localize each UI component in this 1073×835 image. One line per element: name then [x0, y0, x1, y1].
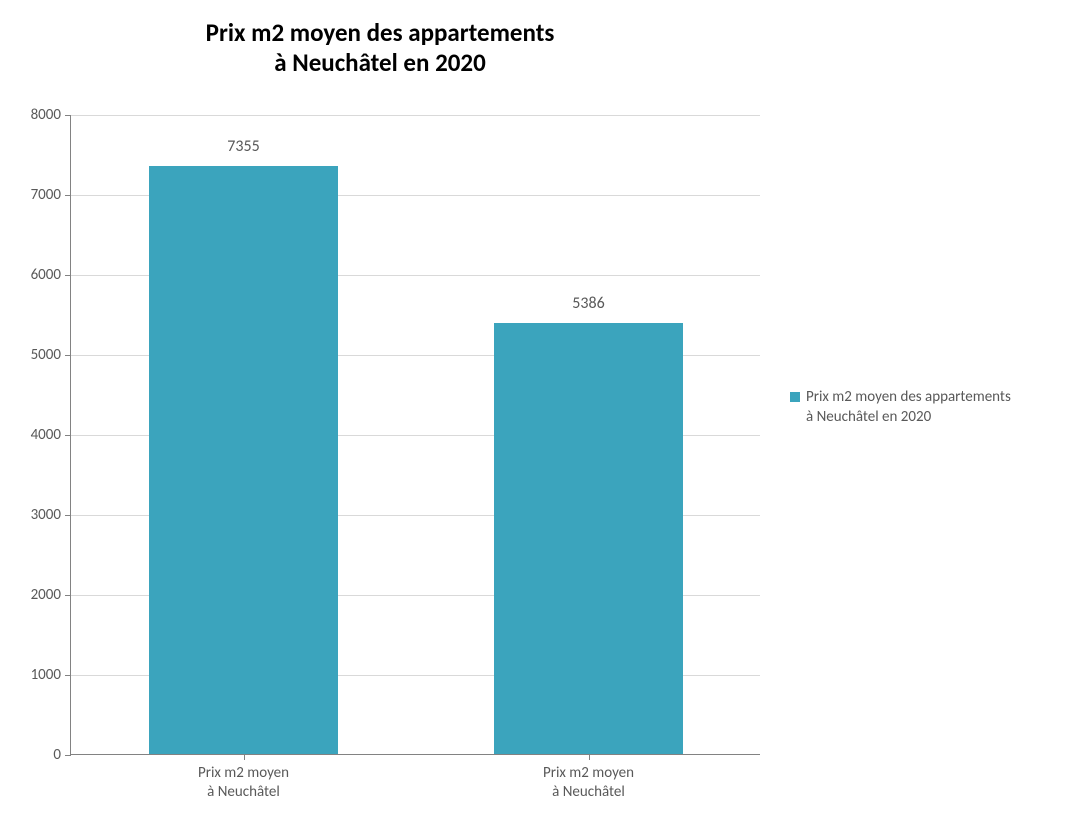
y-tick-label: 0 [53, 746, 71, 764]
y-tick-label: 7000 [31, 186, 71, 204]
chart-title-line1: Prix m2 moyen des appartements [206, 17, 555, 48]
chart-title-line2: à Neuchâtel en 2020 [274, 47, 486, 78]
y-tick-label: 5000 [31, 346, 71, 364]
bar: 7355 [149, 166, 339, 754]
legend-text: Prix m2 moyen des appartements à Neuchât… [806, 388, 1011, 427]
legend-swatch [790, 392, 800, 402]
bar-chart: Prix m2 moyen des appartements à Neuchât… [0, 0, 1073, 835]
bar-value-label: 5386 [572, 294, 604, 323]
bar: 5386 [494, 323, 684, 754]
y-tick-label: 3000 [31, 506, 71, 524]
chart-title: Prix m2 moyen des appartements à Neuchât… [0, 18, 760, 78]
y-tick-label: 6000 [31, 266, 71, 284]
y-tick-label: 2000 [31, 586, 71, 604]
bar-value-label: 7355 [227, 137, 259, 166]
legend: Prix m2 moyen des appartements à Neuchât… [790, 388, 1011, 427]
y-tick-label: 4000 [31, 426, 71, 444]
x-tick-label: Prix m2 moyen à Neuchâtel [198, 754, 289, 802]
y-tick-label: 1000 [31, 666, 71, 684]
plot-area: 0100020003000400050006000700080007355Pri… [70, 115, 760, 755]
grid-line [71, 115, 760, 116]
legend-line1: Prix m2 moyen des appartements [806, 388, 1011, 406]
legend-line2: à Neuchâtel en 2020 [806, 408, 931, 426]
y-tick-label: 8000 [31, 106, 71, 124]
x-tick-label: Prix m2 moyen à Neuchâtel [543, 754, 634, 802]
